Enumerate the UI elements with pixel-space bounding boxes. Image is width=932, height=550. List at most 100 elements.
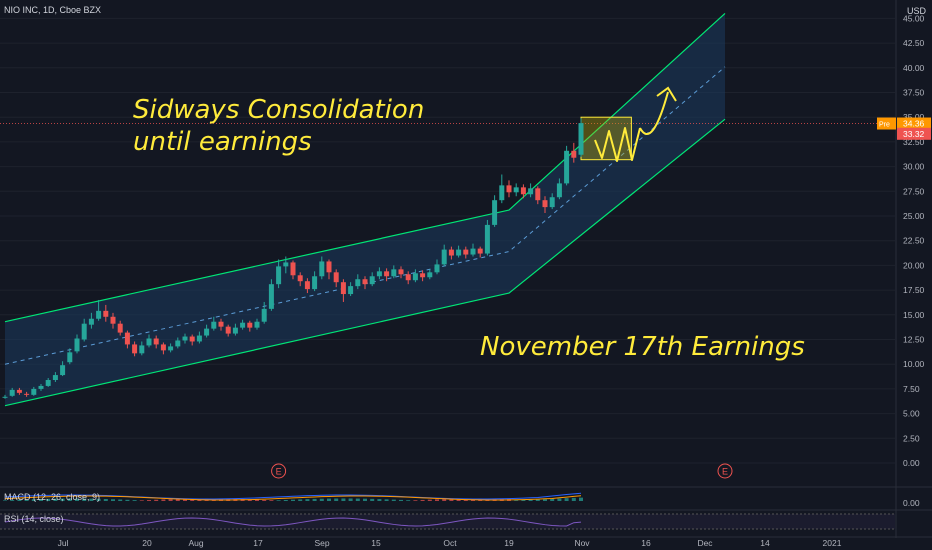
candle-body	[398, 269, 404, 275]
x-tick-label: Nov	[574, 538, 590, 548]
candle-body	[153, 338, 159, 345]
candle-body	[556, 183, 562, 198]
annotation-until-earnings: until earnings	[133, 127, 312, 157]
candle-body	[103, 310, 109, 317]
candle-body	[441, 249, 447, 265]
macd-histogram-bar	[355, 498, 360, 501]
y-tick-label: 17.50	[903, 285, 925, 295]
macd-histogram-bar	[420, 499, 425, 501]
y-tick-label: 40.00	[903, 63, 925, 73]
candle-body	[16, 389, 22, 393]
macd-histogram-bar	[60, 498, 65, 501]
arrow-head	[656, 86, 677, 102]
candle-body	[2, 396, 8, 398]
macd-histogram-bar	[427, 499, 432, 501]
x-tick-label: Jul	[58, 538, 69, 548]
macd-histogram-bar	[363, 498, 367, 501]
macd-histogram-bar	[514, 500, 519, 501]
rsi-line	[4, 517, 582, 527]
candle-body	[297, 275, 303, 282]
candle-body	[204, 328, 210, 336]
candle-body	[189, 336, 195, 342]
macd-histogram-bar	[139, 500, 144, 501]
candle-body	[420, 273, 426, 278]
candle-body	[564, 150, 570, 184]
candle-body	[175, 340, 181, 347]
candle-body	[326, 261, 332, 273]
y-tick-label: 45.00	[903, 13, 925, 23]
x-tick-label: 19	[504, 538, 514, 548]
candle-body	[333, 272, 339, 283]
macd-histogram-bar	[291, 499, 295, 501]
macd-histogram-bar	[10, 500, 15, 501]
candle-body	[369, 276, 375, 285]
candle-body	[254, 321, 260, 328]
candle-body	[427, 272, 433, 278]
rsi-label[interactable]: RSI (14, close)	[4, 514, 64, 524]
candle-body	[139, 345, 145, 354]
candle-body	[232, 327, 238, 334]
candle-body	[168, 346, 174, 351]
candle-body	[196, 335, 202, 342]
macd-histogram-bar	[276, 500, 281, 501]
candle-body	[52, 375, 58, 381]
channel-lower-line	[4, 118, 726, 407]
candle-body	[470, 248, 476, 255]
candle-body	[247, 322, 253, 328]
candle-body	[405, 274, 411, 281]
macd-histogram-bar	[564, 498, 569, 501]
macd-histogram-bar	[103, 499, 108, 501]
y-tick-label: 42.50	[903, 38, 925, 48]
annotation-earnings-date: November 17th Earnings	[480, 332, 805, 362]
macd-histogram-bar	[384, 499, 389, 501]
macd-histogram-bar	[528, 499, 533, 501]
macd-histogram-bar	[247, 499, 252, 501]
y-tick-label: 35.00	[903, 112, 925, 122]
macd-histogram-bar	[319, 498, 324, 501]
macd-histogram-bar	[53, 498, 58, 501]
candle-body	[319, 261, 325, 277]
candle-body	[67, 352, 73, 363]
handdrawn-w	[594, 127, 641, 162]
pre-tag-label: Pre	[879, 122, 890, 129]
macd-histogram-bar	[67, 498, 72, 501]
candle-body	[45, 380, 51, 386]
candle-body	[340, 282, 346, 295]
y-tick-label: 15.00	[903, 310, 925, 320]
macd-histogram-bar	[39, 498, 43, 501]
macd-histogram-bar	[334, 498, 339, 501]
candle-body	[60, 365, 66, 376]
x-tick-label: Oct	[443, 538, 457, 548]
candle-body	[492, 200, 498, 225]
macd-histogram-bar	[435, 499, 439, 501]
candle-body	[506, 185, 512, 193]
candle-body	[88, 318, 94, 325]
earnings-marker	[271, 463, 287, 479]
x-tick-label: 15	[371, 538, 381, 548]
candle-body	[124, 332, 130, 345]
macd-histogram-bar	[456, 498, 461, 501]
candle-body	[520, 187, 526, 195]
macd-histogram-bar	[406, 500, 411, 501]
earnings-marker	[717, 463, 733, 479]
macd-histogram-bar	[183, 498, 187, 501]
candle-body	[456, 249, 462, 256]
candle-body	[9, 389, 15, 396]
macd-histogram-bar	[413, 500, 418, 501]
candle-body	[31, 388, 37, 395]
macd-histogram-bar	[543, 499, 547, 501]
handdrawn-arrow	[639, 91, 669, 135]
signal-line	[4, 495, 582, 501]
candle-body	[542, 200, 548, 208]
candle-body	[312, 276, 318, 290]
macd-label[interactable]: MACD (12, 26, close, 9)	[4, 492, 101, 502]
candle-body	[499, 185, 505, 201]
y-tick-label: 27.50	[903, 186, 925, 196]
macd-histogram-bar	[31, 499, 36, 501]
macd-histogram-bar	[399, 499, 403, 501]
candle-body	[132, 344, 138, 354]
candle-body	[276, 266, 282, 285]
candle-body	[110, 316, 116, 324]
macd-histogram-bar	[391, 499, 396, 501]
